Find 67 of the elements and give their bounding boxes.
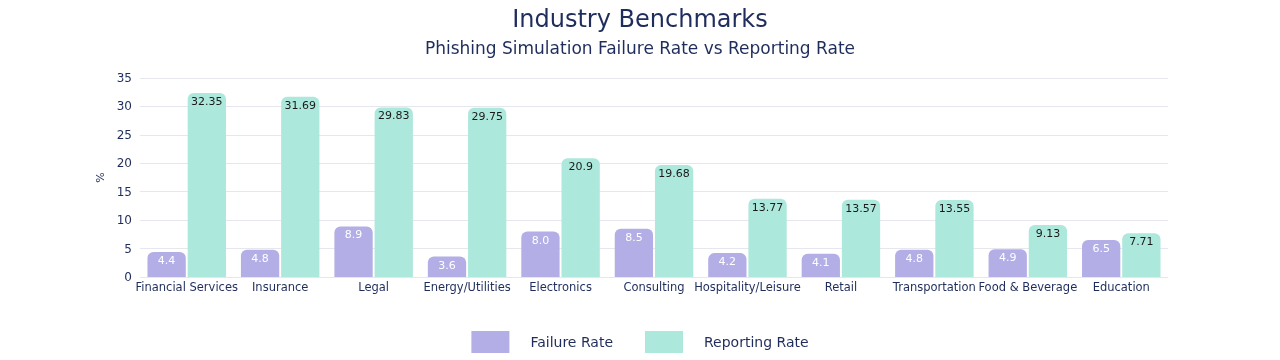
data-label: 19.68: [658, 167, 690, 181]
y-tick-label: 20: [116, 156, 132, 171]
bar: [654, 165, 694, 277]
bar: [614, 228, 654, 277]
data-label: 8.0: [531, 233, 550, 247]
bar: [1082, 240, 1121, 277]
chart-subtitle: Phishing Simulation Failure Rate vs Reporting Rate: [424, 37, 856, 58]
bar: [521, 231, 560, 277]
bar: [334, 226, 373, 277]
legend-label: Reporting Rate: [704, 334, 809, 350]
chart-title: Industry Benchmarks: [512, 5, 768, 33]
data-label: 20.9: [568, 160, 593, 174]
bar: [561, 158, 600, 277]
bar: [147, 251, 186, 277]
data-label: 4.1: [812, 255, 830, 269]
x-tick-label: Retail: [824, 280, 858, 294]
bar: [187, 93, 226, 277]
x-tick-label: Insurance: [251, 280, 309, 294]
data-label: 8.9: [344, 228, 363, 242]
bar: [988, 249, 1027, 277]
x-tick-label: Education: [1092, 280, 1150, 294]
bar: [748, 198, 787, 277]
x-tick-label: Hospitality/Leisure: [694, 280, 801, 294]
x-tick-label: Food & Beverage: [978, 280, 1078, 294]
x-tick-label: Legal: [358, 280, 390, 294]
y-tick-label: 30: [116, 99, 132, 114]
bar: [374, 107, 413, 277]
bar: [1028, 225, 1068, 277]
data-label: 9.13: [1035, 227, 1061, 241]
bar: [708, 253, 747, 277]
data-label: 4.2: [718, 255, 737, 269]
bar: [801, 253, 840, 277]
bar: [240, 249, 280, 277]
x-tick-label: Electronics: [529, 280, 592, 294]
data-label: 8.5: [625, 230, 643, 244]
y-tick-label: 5: [124, 241, 132, 256]
x-tick-label: Energy/Utilities: [423, 280, 511, 294]
data-label: 29.83: [377, 109, 410, 123]
y-axis-title: %: [93, 172, 107, 183]
data-label: 4.8: [905, 251, 924, 265]
bar: [935, 199, 974, 277]
bar: [468, 107, 507, 277]
bar: [895, 249, 934, 277]
data-label: 31.69: [284, 98, 317, 112]
data-label: 4.9: [998, 251, 1017, 265]
y-tick-label: 25: [116, 127, 132, 142]
bar: [841, 199, 881, 277]
y-tick-label: 10: [116, 213, 132, 228]
y-tick-label: 0: [124, 270, 132, 284]
data-label: 4.4: [157, 253, 176, 267]
x-tick-label: Transportation: [891, 280, 976, 294]
x-tick-label: Financial Services: [135, 280, 238, 294]
data-label: 32.35: [191, 95, 223, 109]
data-label: 4.8: [251, 251, 269, 265]
x-tick-label: Consulting: [623, 280, 685, 294]
bar: [1122, 233, 1161, 277]
legend-label: Failure Rate: [530, 334, 614, 350]
data-label: 13.57: [845, 201, 877, 215]
bar: [281, 96, 320, 277]
data-label: 29.75: [471, 109, 503, 123]
data-label: 7.71: [1129, 235, 1154, 249]
data-label: 6.5: [1092, 242, 1110, 256]
data-label: 3.6: [438, 258, 456, 272]
y-tick-label: 15: [116, 184, 132, 199]
data-label: 13.77: [751, 200, 784, 214]
data-label: 13.55: [938, 201, 971, 215]
y-tick-label: 35: [116, 71, 132, 85]
